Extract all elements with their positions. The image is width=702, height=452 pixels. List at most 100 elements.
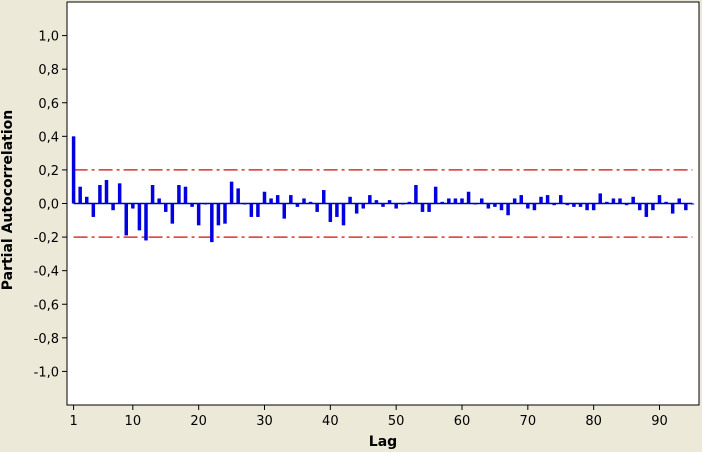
pacf-bar xyxy=(315,203,319,212)
pacf-bar xyxy=(440,201,444,204)
pacf-bar xyxy=(420,203,425,212)
pacf-bar xyxy=(157,198,161,204)
pacf-bar xyxy=(486,203,491,209)
pacf-bar xyxy=(506,203,510,216)
x-tick-label: 10 xyxy=(125,414,142,429)
pacf-bar xyxy=(275,195,280,204)
pacf-bar xyxy=(196,203,201,226)
pacf-bar xyxy=(585,203,589,211)
pacf-bar xyxy=(624,203,629,206)
y-axis-title: Partial Autocorrelation xyxy=(0,110,16,291)
pacf-bar xyxy=(256,203,260,217)
pacf-bar xyxy=(177,185,181,204)
pacf-bar xyxy=(677,198,681,204)
y-tick-label: 0,4 xyxy=(38,130,59,145)
pacf-bar xyxy=(394,203,398,209)
pacf-bar xyxy=(223,203,227,224)
y-tick-label: -1,0 xyxy=(34,365,59,380)
x-tick-label: 70 xyxy=(520,414,537,429)
pacf-bar xyxy=(236,188,240,204)
pacf-bar xyxy=(190,203,194,207)
pacf-bar xyxy=(519,195,523,204)
confidence-limits xyxy=(73,169,693,238)
pacf-bar xyxy=(131,203,135,209)
pacf-bar xyxy=(578,203,583,207)
pacf-bar xyxy=(453,198,458,204)
pacf-bar xyxy=(618,198,622,204)
pacf-bar xyxy=(591,203,596,211)
pacf-bar xyxy=(71,136,76,204)
y-tick-label: 0,6 xyxy=(38,97,59,112)
pacf-bar xyxy=(249,203,254,217)
pacf-bar xyxy=(85,196,89,204)
pacf-bar xyxy=(354,203,359,214)
pacf-bar xyxy=(262,191,267,204)
pacf-bar xyxy=(282,203,286,219)
bars xyxy=(71,136,695,243)
pacf-bar xyxy=(401,203,405,205)
axis-ticks xyxy=(62,35,660,410)
pacf-bar xyxy=(605,201,609,204)
x-tick-label: 30 xyxy=(256,414,273,429)
pacf-bar xyxy=(335,203,339,217)
y-tick-label: -0,2 xyxy=(34,231,59,246)
pacf-bar xyxy=(532,203,537,211)
pacf-bar xyxy=(414,185,418,204)
pacf-bar xyxy=(526,203,530,209)
pacf-bar xyxy=(466,191,471,204)
pacf-bar xyxy=(295,203,300,207)
pacf-bar xyxy=(381,203,385,207)
pacf-bar xyxy=(348,196,352,204)
pacf-bar xyxy=(104,179,109,204)
y-tick-label: 1,0 xyxy=(38,30,59,45)
pacf-bar xyxy=(545,195,550,204)
x-axis-title: Lag xyxy=(369,434,397,450)
pacf-bar xyxy=(670,203,675,214)
pacf-bar xyxy=(289,195,293,204)
pacf-bar xyxy=(341,203,346,226)
pacf-bar xyxy=(565,203,570,206)
pacf-bar xyxy=(144,203,148,241)
pacf-bar xyxy=(480,198,484,204)
pacf-bar xyxy=(164,203,168,212)
x-tick-label: 40 xyxy=(322,414,339,429)
pacf-bar xyxy=(374,200,379,204)
tick-labels: 1,0 0,8 0,6 0,4 0,2 0,0 -0,2 -0,4 -0,6 -0,8 -1,0 1 1… xyxy=(34,30,668,429)
pacf-bar xyxy=(368,195,372,204)
x-tick-label: 50 xyxy=(388,414,405,429)
pacf-bar xyxy=(137,203,142,231)
pacf-bar xyxy=(433,186,438,204)
pacf-bar xyxy=(427,203,431,212)
pacf-bar xyxy=(499,203,504,211)
pacf-bar xyxy=(572,203,576,207)
y-tick-label: -0,4 xyxy=(34,265,59,280)
pacf-bar xyxy=(473,203,477,205)
pacf-bar xyxy=(216,203,221,226)
pacf-bar xyxy=(611,198,616,204)
pacf-bar xyxy=(387,200,392,204)
x-tick-label: 90 xyxy=(651,414,668,429)
pacf-bar xyxy=(269,198,273,204)
pacf-bar xyxy=(664,201,668,204)
pacf-bar xyxy=(552,203,556,206)
pacf-bar xyxy=(631,196,635,204)
pacf-bar xyxy=(657,195,662,204)
pacf-bar xyxy=(117,183,122,204)
pacf-bar xyxy=(111,203,115,211)
pacf-bar xyxy=(460,198,464,204)
y-tick-label: 0,8 xyxy=(38,63,59,78)
pacf-bar xyxy=(361,203,365,209)
pacf-bar xyxy=(210,203,214,243)
pacf-bar xyxy=(322,190,326,204)
pacf-bar xyxy=(644,203,649,217)
pacf-bar xyxy=(124,203,128,236)
pacf-bar xyxy=(651,203,655,211)
x-tick-label: 20 xyxy=(190,414,207,429)
x-tick-label: 80 xyxy=(585,414,602,429)
pacf-bar xyxy=(203,203,207,205)
x-tick-label: 60 xyxy=(454,414,471,429)
pacf-bar xyxy=(308,201,313,204)
pacf-bar xyxy=(170,203,175,224)
pacf-bar xyxy=(512,198,517,204)
